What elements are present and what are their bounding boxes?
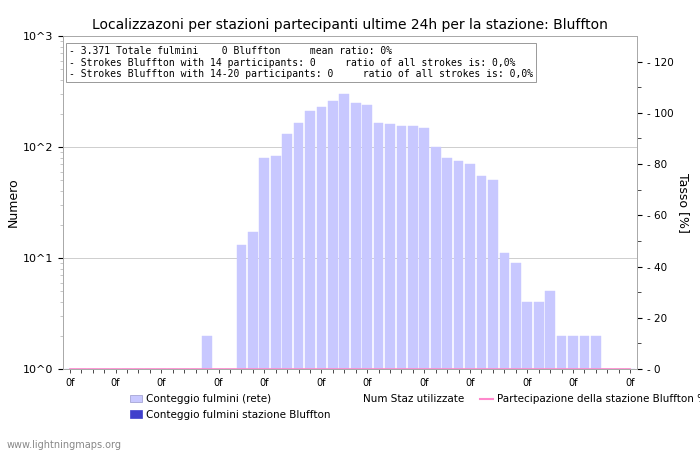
Bar <box>99 369 109 450</box>
Y-axis label: Numero: Numero <box>7 178 20 227</box>
Bar <box>328 101 337 450</box>
Bar <box>111 369 120 450</box>
Bar <box>248 232 258 450</box>
Bar <box>122 369 132 450</box>
Bar <box>408 126 418 450</box>
Bar <box>305 111 315 450</box>
Bar <box>442 158 452 450</box>
Bar <box>374 123 384 450</box>
Bar <box>179 369 189 450</box>
Bar <box>282 135 292 450</box>
Bar <box>477 176 486 450</box>
Bar <box>191 369 200 450</box>
Bar <box>157 369 166 450</box>
Bar <box>340 94 349 450</box>
Bar <box>454 161 463 450</box>
Bar <box>603 369 612 450</box>
Legend: Conteggio fulmini (rete), Conteggio fulmini stazione Bluffton, Num Staz utilizza: Conteggio fulmini (rete), Conteggio fulm… <box>125 390 700 424</box>
Bar <box>545 292 555 450</box>
Text: www.lightningmaps.org: www.lightningmaps.org <box>7 440 122 450</box>
Bar <box>511 263 521 450</box>
Bar <box>214 369 223 450</box>
Bar <box>76 369 86 450</box>
Bar <box>534 302 543 450</box>
Title: Localizzazoni per stazioni partecipanti ultime 24h per la stazione: Bluffton: Localizzazoni per stazioni partecipanti … <box>92 18 608 32</box>
Bar <box>202 336 212 450</box>
Bar <box>134 369 143 450</box>
Bar <box>397 126 406 450</box>
Bar <box>385 124 395 450</box>
Bar <box>614 369 624 450</box>
Bar <box>568 336 578 450</box>
Bar <box>556 336 566 450</box>
Bar <box>65 369 75 450</box>
Bar <box>294 123 303 450</box>
Bar <box>591 336 601 450</box>
Bar <box>351 103 360 450</box>
Y-axis label: Tasso [%]: Tasso [%] <box>677 172 690 233</box>
Bar <box>625 369 635 450</box>
Bar <box>260 158 269 450</box>
Bar <box>316 107 326 450</box>
Bar <box>225 369 234 450</box>
Bar <box>363 105 372 450</box>
Bar <box>580 336 589 450</box>
Bar <box>522 302 532 450</box>
Bar <box>466 164 475 450</box>
Bar <box>168 369 178 450</box>
Bar <box>271 156 281 450</box>
Bar <box>500 253 509 450</box>
Bar <box>431 147 440 450</box>
Bar <box>488 180 498 450</box>
Text: - 3.371 Totale fulmini    0 Bluffton     mean ratio: 0%
- Strokes Bluffton with : - 3.371 Totale fulmini 0 Bluffton mean r… <box>69 46 533 79</box>
Bar <box>419 128 429 450</box>
Bar <box>88 369 97 450</box>
Bar <box>237 245 246 450</box>
Bar <box>145 369 155 450</box>
